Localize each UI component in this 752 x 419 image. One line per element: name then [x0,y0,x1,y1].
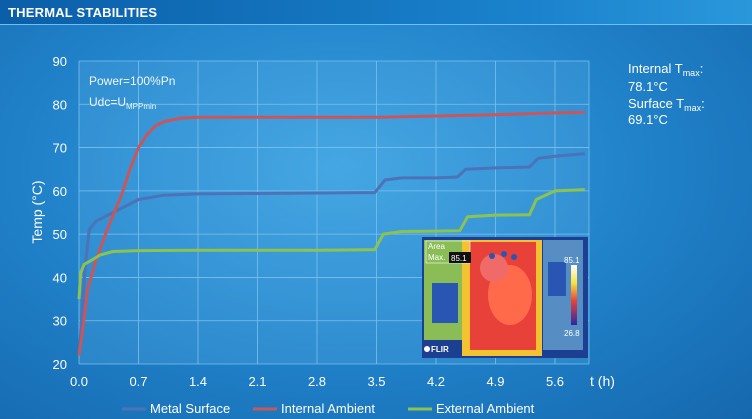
thermal-blue-block [432,283,458,323]
thermal-hot-spot-2 [480,254,508,282]
thermal-max-box [449,252,471,263]
legend-label: External Ambient [436,401,535,416]
surface-tmax-text: Surface T [628,96,684,111]
legend-label: Internal Ambient [281,401,375,416]
internal-tmax-label: Internal Tmax: [628,61,703,78]
internal-tmax-sub: max [683,68,701,78]
y-tick-label: 70 [53,141,67,156]
surface-tmax-sub: max [684,103,702,113]
thermal-dot-1 [489,253,495,259]
x-tick-label: 4.9 [486,374,504,389]
flir-logo-mark [424,346,430,352]
y-tick-label: 60 [53,184,67,199]
internal-tmax-colon: : [700,61,704,76]
page-title: THERMAL STABILITIES [8,5,158,20]
x-tick-label: 2.1 [248,374,266,389]
y-tick-label: 90 [53,54,67,69]
y-tick-label: 40 [53,270,67,285]
x-tick-label: 0.0 [70,374,88,389]
surface-tmax-value: 69.1°C [628,112,668,127]
thermal-scale-bottom: 26.8 [564,329,580,338]
annotation-udc: Udc=UMPPmin [89,95,156,111]
y-tick-label: 80 [53,97,67,112]
thermal-dot-2 [501,251,507,257]
x-tick-label: 2.8 [308,374,326,389]
side-note: Internal Tmax: 78.1°C Surface Tmax: 69.1… [628,61,705,127]
title-bar: THERMAL STABILITIES [0,0,752,25]
grid-lines [78,60,590,365]
annotation-udc-main: Udc=U [89,95,126,109]
thermal-max-value: 85.1 [451,254,467,263]
x-tick-label: 4.2 [427,374,445,389]
y-tick-label: 30 [53,314,67,329]
legend-label: Metal Surface [150,401,230,416]
thermal-image: Area Max. 85.1 85.1 26.8 FLIR [422,237,588,358]
surface-tmax-label: Surface Tmax: [628,96,705,113]
series-line-external-ambient [77,188,585,300]
x-tick-label: 3.5 [367,374,385,389]
series-line-internal-ambient [77,111,585,356]
thermal-blue-block-2 [548,262,566,296]
surface-tmax-colon: : [701,96,705,111]
series-line-metal-surface [77,152,585,356]
annotation-power: Power=100%Pn [89,74,175,88]
axis-ticks: 0.0 0.7 1.4 2.1 2.8 3.5 4.2 4.9 5.6 20 30 40 50 60 70 8… [53,54,565,389]
annotation-udc-sub: MPPmin [126,102,156,111]
internal-tmax-value: 78.1°C [628,79,668,94]
series-layer [77,111,585,356]
legend: Metal Surface Internal Ambient External Am… [122,401,535,416]
y-tick-label: 20 [53,357,67,372]
thermal-scale-top: 85.1 [564,256,580,265]
flir-logo: FLIR [431,345,449,354]
x-tick-label: 1.4 [189,374,207,389]
y-tick-label: 50 [53,227,67,242]
x-tick-label: 0.7 [129,374,147,389]
x-axis-title: t (h) [590,373,615,389]
thermal-area-label: Area [428,242,445,251]
thermal-scale-bar [571,265,577,325]
thermal-dot-3 [511,254,517,260]
x-tick-label: 5.6 [546,374,564,389]
y-axis-title: Temp (°C) [29,180,45,243]
internal-tmax-text: Internal T [628,61,683,76]
thermal-max-label: Max. [428,253,445,262]
